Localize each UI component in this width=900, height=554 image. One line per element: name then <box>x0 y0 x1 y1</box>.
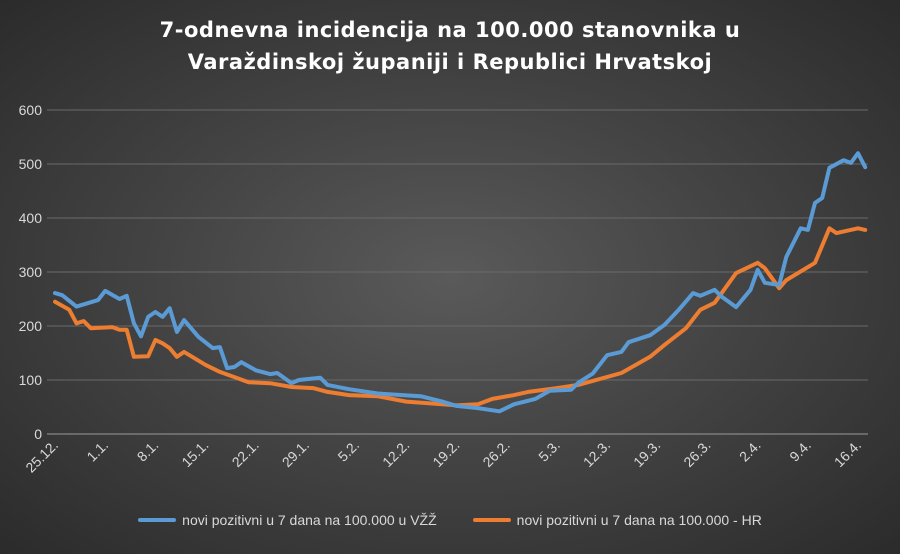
x-tick-label: 15.1. <box>178 437 211 470</box>
legend-swatch-vzz <box>138 518 177 522</box>
x-tick-label: 9.4. <box>786 437 814 465</box>
legend-label-hr: novi pozitivni u 7 dana na 100.000 - HR <box>516 512 762 528</box>
x-tick-label: 12.3. <box>580 437 613 470</box>
x-tick-label: 5.3. <box>535 437 563 465</box>
x-tick-label: 8.1. <box>134 437 162 465</box>
x-tick-label: 25.12. <box>22 437 61 476</box>
x-tick-label: 5.2. <box>334 437 362 465</box>
chart-title: 7-odnevna incidencija na 100.000 stanovn… <box>0 14 900 78</box>
series-line-hr <box>53 226 868 408</box>
y-tick-label: 100 <box>19 372 43 388</box>
legend-label-vzz: novi pozitivni u 7 dana na 100.000 u VŽŽ <box>182 512 437 528</box>
x-tick-label: 19.2. <box>429 437 462 470</box>
chart-title-line-2: Varaždinskoj županiji i Republici Hrvats… <box>187 50 713 74</box>
x-tick-label: 26.2. <box>479 437 512 470</box>
x-tick-label: 2.4. <box>736 437 764 465</box>
x-tick-label: 22.1. <box>229 437 262 470</box>
y-tick-label: 400 <box>19 210 43 226</box>
legend-item-hr: novi pozitivni u 7 dana na 100.000 - HR <box>472 512 762 528</box>
legend-item-vzz: novi pozitivni u 7 dana na 100.000 u VŽŽ <box>138 512 437 528</box>
x-tick-label: 12.2. <box>379 437 412 470</box>
x-tick-label: 26.3. <box>680 437 713 470</box>
x-tick-label: 1.1. <box>83 437 111 465</box>
y-tick-label: 0 <box>34 426 42 442</box>
x-tick-label: 16.4. <box>831 437 864 470</box>
legend-swatch-hr <box>472 518 511 522</box>
chart-title-line-1: 7-odnevna incidencija na 100.000 stanovn… <box>159 18 741 42</box>
legend: novi pozitivni u 7 dana na 100.000 u VŽŽ… <box>0 512 900 528</box>
y-tick-label: 600 <box>19 102 43 118</box>
y-tick-label: 500 <box>19 156 43 172</box>
y-tick-label: 300 <box>19 264 43 280</box>
x-tick-label: 19.3. <box>630 437 663 470</box>
y-tick-label: 200 <box>19 318 43 334</box>
series-line-vzz <box>53 151 868 414</box>
x-tick-label: 29.1. <box>279 437 312 470</box>
